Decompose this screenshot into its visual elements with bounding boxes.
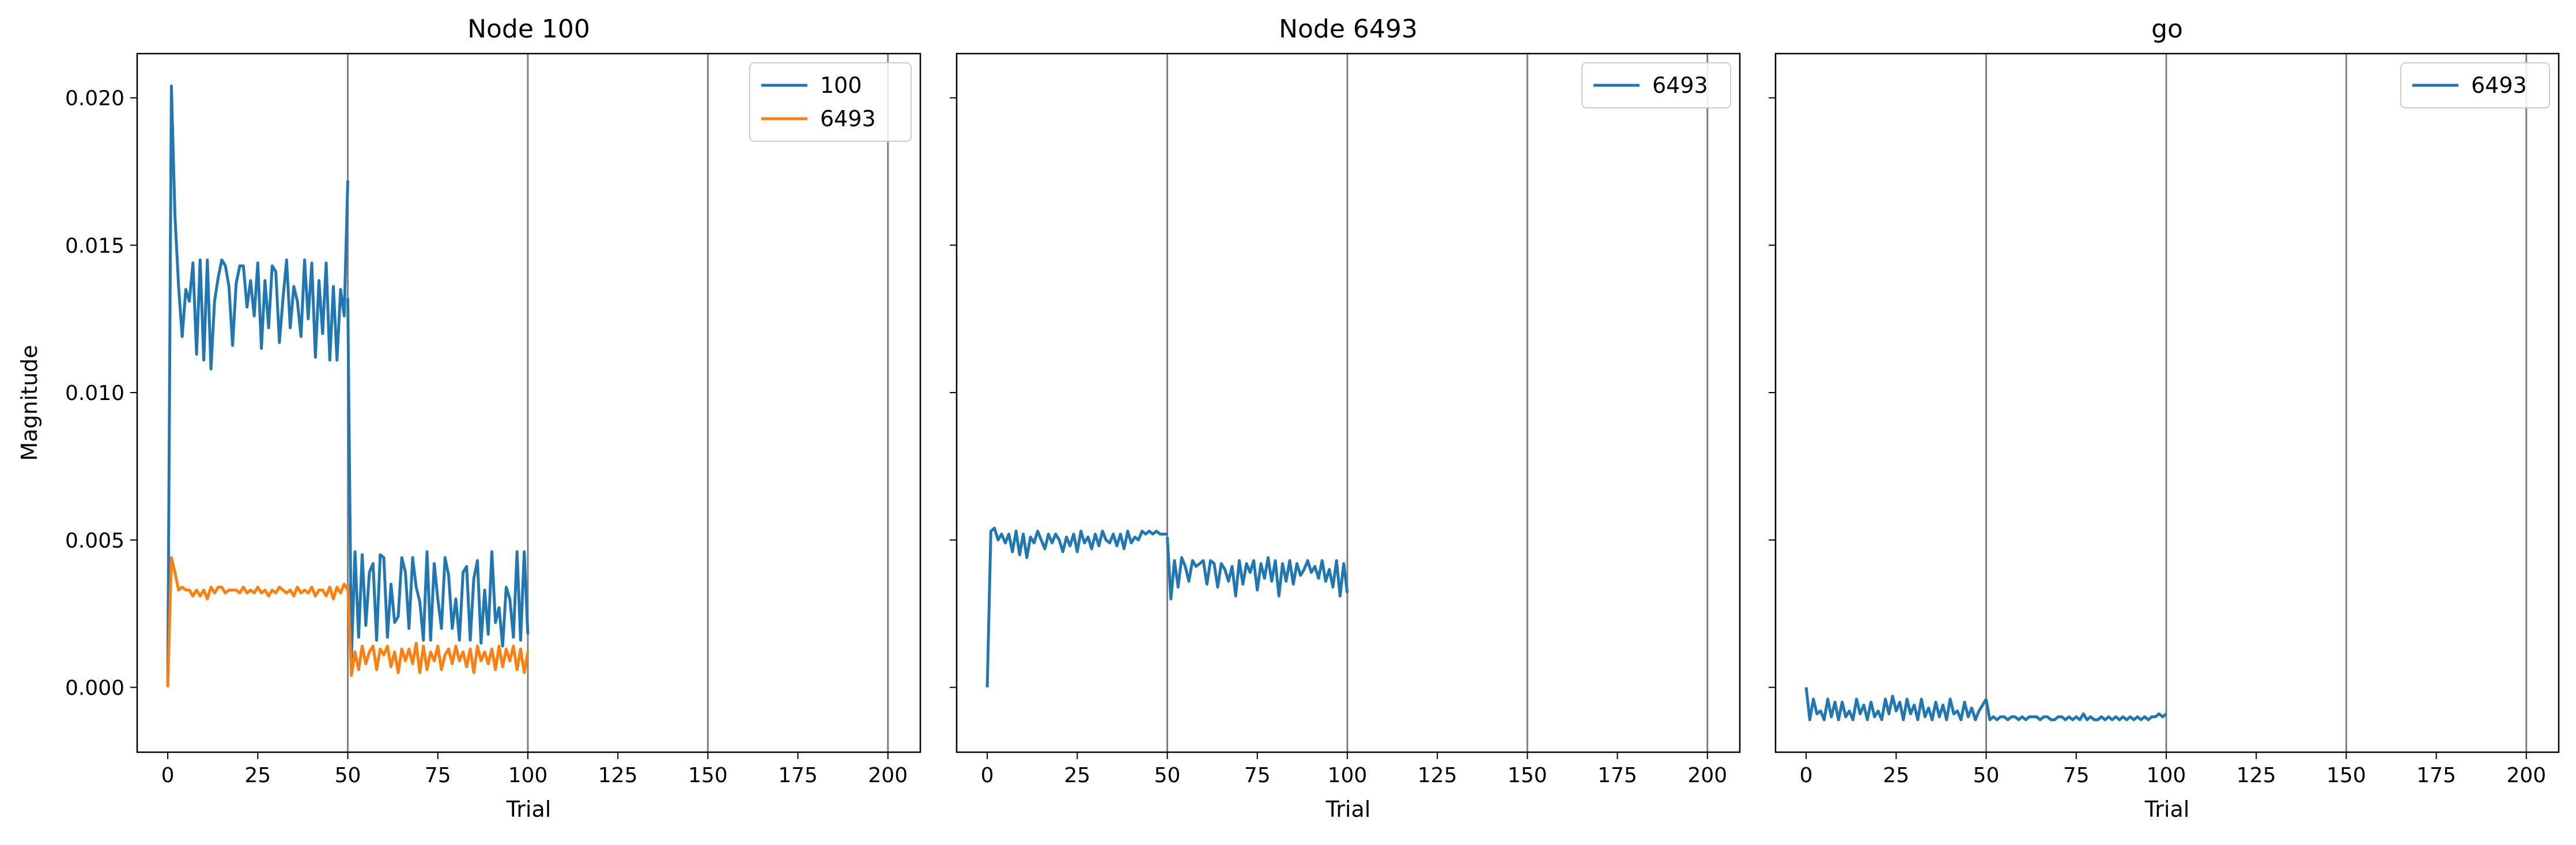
series-line-6493-seg1 xyxy=(166,556,349,688)
x-tick-label: 100 xyxy=(508,764,548,787)
series-line-6493-seg2 xyxy=(1166,537,1349,601)
legend-label-100: 100 xyxy=(820,73,862,98)
legend-box xyxy=(1581,62,1731,108)
x-tick-label: 100 xyxy=(2147,764,2186,787)
legend: 6493 xyxy=(1581,62,1731,108)
chart-panel-3: 0 25 50 75 100 125 150 175 200 go Trial 6493 xyxy=(1769,14,2560,822)
legend-label-6493: 6493 xyxy=(820,106,876,131)
x-tick-label: 175 xyxy=(778,764,818,787)
x-tick-label: 200 xyxy=(1687,764,1727,787)
chart-title: Node 6493 xyxy=(1279,14,1418,44)
legend: 100 6493 xyxy=(749,62,912,142)
x-tick-label: 75 xyxy=(2063,764,2090,787)
y-tick-label: 0.015 xyxy=(65,234,124,258)
series-line-6493-seg1 xyxy=(985,526,1168,688)
x-tick-label: 175 xyxy=(1597,764,1637,787)
x-axis-label: Trial xyxy=(1325,797,1371,822)
x-tick-label: 25 xyxy=(1883,764,1909,787)
x-tick-label: 50 xyxy=(1973,764,2000,787)
x-tick-label: 50 xyxy=(335,764,361,787)
x-axis-label: Trial xyxy=(2144,797,2190,822)
y-tick-label: 0.010 xyxy=(65,382,124,405)
x-tick-label: 200 xyxy=(2506,764,2546,787)
x-tick-label: 125 xyxy=(598,764,638,787)
x-tick-label: 50 xyxy=(1154,764,1181,787)
x-tick-label: 125 xyxy=(2237,764,2276,787)
legend-label-6493: 6493 xyxy=(2471,73,2527,98)
x-tick-label: 75 xyxy=(1244,764,1271,787)
x-tick-label: 0 xyxy=(1800,764,1813,787)
axes-frame xyxy=(1774,52,2560,753)
x-tick-label: 200 xyxy=(868,764,908,787)
x-tick-label: 150 xyxy=(2326,764,2366,787)
x-tick-label: 150 xyxy=(1508,764,1547,787)
legend-label-6493: 6493 xyxy=(1652,73,1708,98)
x-tick-label: 25 xyxy=(1064,764,1090,787)
x-tick-label: 100 xyxy=(1328,764,1368,787)
x-tick-label: 0 xyxy=(981,764,994,787)
axes-frame xyxy=(955,52,1741,753)
legend: 6493 xyxy=(2400,62,2550,108)
x-tick-label: 150 xyxy=(688,764,728,787)
x-tick-label: 75 xyxy=(425,764,451,787)
series-line-100-seg2 xyxy=(346,298,530,659)
y-tick-label: 0.000 xyxy=(65,676,124,700)
x-tick-label: 0 xyxy=(161,764,175,787)
chart-panel-1: 0 25 50 75 100 125 150 175 200 0.000 0.005 0.010 0.0… xyxy=(17,14,921,822)
axes-frame xyxy=(136,52,921,753)
x-tick-label: 25 xyxy=(244,764,271,787)
series-line-6493-seg1 xyxy=(1804,687,1988,722)
series-line-100-seg1 xyxy=(166,84,349,685)
y-tick-label: 0.020 xyxy=(65,87,124,111)
chart-title: go xyxy=(2151,14,2183,44)
x-axis-label: Trial xyxy=(506,797,552,822)
x-tick-label: 125 xyxy=(1418,764,1457,787)
y-tick-label: 0.005 xyxy=(65,529,124,553)
legend-box xyxy=(2400,62,2550,108)
chart-panel-2: 0 25 50 75 100 125 150 175 200 Node 6493 Trial 6493 xyxy=(950,14,1741,822)
y-axis-label: Magnitude xyxy=(17,345,42,461)
series-line-6493-seg2 xyxy=(1985,699,2167,722)
chart-title: Node 100 xyxy=(467,14,590,44)
legend-box xyxy=(749,62,912,142)
series-line-6493-seg2 xyxy=(346,584,530,677)
x-tick-label: 175 xyxy=(2416,764,2456,787)
